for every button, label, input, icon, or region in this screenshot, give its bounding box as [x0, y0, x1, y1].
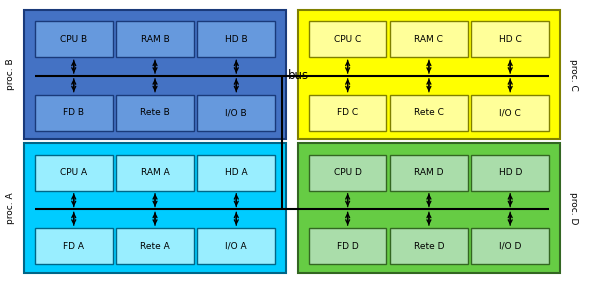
Text: RAM D: RAM D: [414, 168, 444, 177]
Text: Rete B: Rete B: [140, 108, 170, 117]
Bar: [197, 95, 275, 131]
Bar: [390, 95, 468, 131]
Text: Rete D: Rete D: [414, 242, 444, 250]
Text: HD D: HD D: [498, 168, 522, 177]
Bar: [390, 155, 468, 191]
Text: CPU B: CPU B: [60, 35, 87, 44]
Text: proc. D: proc. D: [569, 192, 577, 224]
Bar: [35, 155, 113, 191]
Text: RAM C: RAM C: [415, 35, 443, 44]
Bar: [35, 228, 113, 264]
Bar: [24, 10, 286, 139]
Text: HD A: HD A: [225, 168, 247, 177]
Text: I/O A: I/O A: [226, 242, 247, 250]
Text: I/O D: I/O D: [499, 242, 521, 250]
Bar: [309, 155, 386, 191]
Bar: [24, 143, 286, 273]
Text: FD C: FD C: [337, 108, 358, 117]
Bar: [298, 143, 560, 273]
Bar: [298, 10, 560, 139]
Text: FD B: FD B: [63, 108, 84, 117]
Text: RAM A: RAM A: [141, 168, 169, 177]
Bar: [197, 155, 275, 191]
Bar: [471, 95, 549, 131]
Text: HD B: HD B: [225, 35, 247, 44]
Text: HD C: HD C: [499, 35, 521, 44]
Text: Rete C: Rete C: [414, 108, 444, 117]
Text: proc. B: proc. B: [7, 59, 15, 90]
Bar: [390, 228, 468, 264]
Bar: [309, 95, 386, 131]
Text: FD D: FD D: [337, 242, 359, 250]
Text: bus: bus: [288, 69, 309, 82]
Text: CPU D: CPU D: [334, 168, 362, 177]
Text: I/O B: I/O B: [226, 108, 247, 117]
Bar: [471, 21, 549, 57]
Text: proc. C: proc. C: [569, 59, 577, 90]
Text: I/O C: I/O C: [499, 108, 521, 117]
Bar: [309, 228, 386, 264]
Text: CPU A: CPU A: [60, 168, 87, 177]
Text: CPU C: CPU C: [334, 35, 361, 44]
Bar: [35, 95, 113, 131]
Bar: [35, 21, 113, 57]
Bar: [197, 21, 275, 57]
Bar: [116, 21, 194, 57]
Bar: [116, 95, 194, 131]
Text: FD A: FD A: [63, 242, 84, 250]
Bar: [471, 155, 549, 191]
Bar: [116, 155, 194, 191]
Bar: [390, 21, 468, 57]
Bar: [309, 21, 386, 57]
Text: proc. A: proc. A: [7, 192, 15, 224]
Text: RAM B: RAM B: [141, 35, 169, 44]
Bar: [116, 228, 194, 264]
Bar: [197, 228, 275, 264]
Bar: [471, 228, 549, 264]
Text: Rete A: Rete A: [140, 242, 170, 250]
